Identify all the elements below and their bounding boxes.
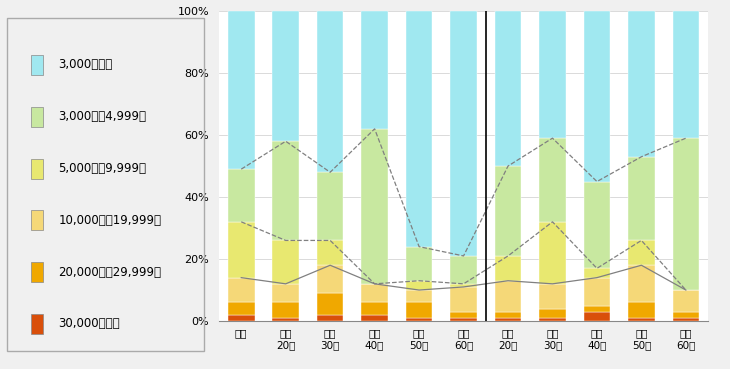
Bar [628,303,655,318]
Bar [406,318,432,321]
Bar [317,293,344,315]
Bar [406,281,432,290]
Bar [583,277,610,306]
Bar [228,315,255,321]
Bar [539,284,566,308]
Text: 3,000円未満: 3,000円未満 [58,58,113,72]
Bar [672,318,699,321]
Bar [583,182,610,268]
Bar [628,241,655,265]
Text: 5,000円～9,999円: 5,000円～9,999円 [58,162,147,175]
Bar [317,172,344,241]
Bar [272,11,299,141]
Bar [495,318,521,321]
Bar [361,315,388,321]
Bar [583,312,610,321]
Bar [672,312,699,318]
Text: 3,000円～4,999円: 3,000円～4,999円 [58,110,147,123]
Bar [361,303,388,315]
Bar [272,241,299,284]
Bar [406,11,432,246]
Bar [272,284,299,303]
Text: 10,000円～19,999円: 10,000円～19,999円 [58,214,161,227]
Bar [628,265,655,303]
Bar [406,303,432,318]
Bar [628,318,655,321]
Bar [495,256,521,281]
Bar [272,318,299,321]
Bar [31,210,43,230]
Bar [317,265,344,293]
Bar [361,284,388,303]
Bar [272,141,299,241]
Bar [583,11,610,182]
Bar [228,169,255,222]
Bar [228,277,255,303]
Bar [450,312,477,318]
Bar [450,318,477,321]
Bar [228,303,255,315]
Bar [272,303,299,318]
Bar [31,159,43,179]
Bar [317,11,344,172]
Bar [539,138,566,222]
Bar [672,138,699,290]
Bar [228,11,255,169]
Bar [31,262,43,282]
Bar [539,318,566,321]
Bar [539,11,566,138]
Bar [406,290,432,303]
Bar [31,314,43,334]
Bar [583,268,610,277]
Bar [31,55,43,75]
Bar [450,11,477,256]
Text: 30,000円以上: 30,000円以上 [58,317,120,331]
Bar [406,246,432,281]
Bar [672,11,699,138]
Bar [495,11,521,166]
Bar [539,308,566,318]
Bar [495,312,521,318]
Bar [450,256,477,284]
Bar [361,11,388,129]
Bar [495,166,521,256]
Bar [317,315,344,321]
Bar [228,222,255,277]
Bar [317,241,344,265]
Bar [583,306,610,312]
Bar [495,281,521,312]
Bar [628,157,655,241]
Text: 20,000円～29,999円: 20,000円～29,999円 [58,266,161,279]
Bar [450,287,477,312]
Bar [672,290,699,312]
Bar [628,11,655,157]
Bar [450,284,477,287]
Bar [361,129,388,284]
Bar [539,222,566,284]
Bar [31,107,43,127]
